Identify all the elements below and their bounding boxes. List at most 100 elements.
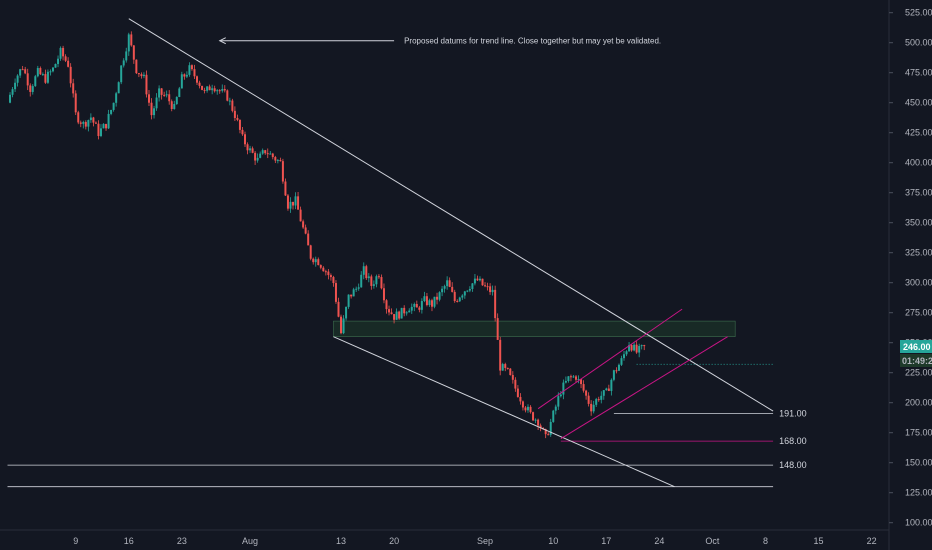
x-tick-label: Sep (477, 536, 493, 546)
candle-body (468, 288, 471, 291)
candle-body (398, 311, 401, 319)
candle-body (577, 379, 580, 381)
candle-body (420, 301, 423, 310)
candle-body (539, 425, 542, 429)
candle-body (615, 370, 618, 372)
x-tick-label: 16 (124, 536, 134, 546)
candle-body (587, 395, 590, 404)
candle-body (559, 394, 562, 397)
candle-body (269, 153, 272, 155)
candle-body (625, 351, 628, 355)
candle-body (238, 119, 241, 130)
candle-body (94, 122, 97, 124)
candle-body (585, 390, 588, 396)
candle-body (504, 364, 507, 368)
y-tick-label: 175.00 (905, 428, 932, 438)
x-tick-label: 15 (814, 536, 824, 546)
y-tick-label: 450.00 (905, 98, 932, 108)
candle-body (635, 344, 638, 353)
candle-body (201, 85, 204, 90)
candle-body (198, 82, 201, 86)
candle-body (476, 278, 479, 281)
candle-body (79, 122, 82, 124)
candle-body (347, 294, 350, 307)
candle-body (92, 117, 95, 123)
candle-body (362, 266, 365, 275)
candle-body (496, 318, 499, 340)
y-tick-label: 275.00 (905, 308, 932, 318)
candle-body (304, 227, 307, 234)
candle-body (165, 94, 168, 96)
price-axis[interactable]: 525.00 500.00 475.00 450.00 425.00 400.00 375.… (889, 8, 932, 528)
y-tick-label: 125.00 (905, 488, 932, 498)
candle-body (623, 354, 626, 359)
candle-body (630, 345, 633, 351)
candle-body (575, 376, 577, 380)
candle-body (610, 379, 613, 391)
candle-body (223, 88, 226, 91)
candle-body (127, 34, 130, 52)
candle-body (590, 403, 593, 412)
candle-body (400, 307, 403, 319)
candle-body (244, 134, 247, 145)
candle-body (206, 86, 209, 91)
candle-body (532, 412, 535, 421)
candle-body (552, 410, 555, 422)
x-tick-label: 13 (336, 536, 346, 546)
candle-body (261, 150, 264, 154)
candle-body (408, 310, 411, 313)
candle-body (516, 388, 519, 397)
candle-body (602, 390, 605, 396)
candle-body (360, 274, 363, 288)
countdown-badge (900, 354, 932, 367)
candle-body (640, 345, 643, 347)
candle-body (461, 295, 464, 298)
candle-body (115, 93, 118, 103)
level-191-label: 191.00 (779, 409, 807, 419)
candle-body (84, 122, 87, 127)
candle-body (274, 157, 277, 161)
candle-body (153, 108, 156, 116)
candle-body (562, 382, 565, 395)
candle-body (218, 90, 221, 92)
candle-body (241, 129, 244, 135)
candle-body (612, 370, 615, 380)
candle-body (357, 287, 360, 289)
candle-body (428, 300, 431, 306)
candle-body (19, 69, 22, 76)
y-tick-label: 500.00 (905, 38, 932, 48)
candle-body (410, 306, 413, 311)
candle-body (458, 297, 461, 302)
y-tick-label: 475.00 (905, 68, 932, 78)
candle-body (231, 100, 234, 111)
y-tick-label: 150.00 (905, 458, 932, 468)
candle-body (489, 286, 492, 293)
candle-body (514, 379, 517, 389)
candle-body (297, 196, 300, 210)
candle-body (342, 318, 345, 334)
candle-body (529, 406, 532, 413)
candle-body (453, 291, 456, 301)
candle-body (617, 364, 620, 371)
candle-body (99, 128, 102, 137)
candle-body (438, 292, 441, 300)
candle-body (554, 406, 557, 411)
candle-body (142, 74, 145, 77)
candle-body (190, 65, 193, 70)
candle-body (26, 73, 29, 86)
x-tick-label: 17 (601, 536, 611, 546)
candle-body (289, 201, 292, 209)
x-tick-label: 9 (73, 536, 78, 546)
time-axis[interactable]: 9 16 23 Aug 13 20 Sep 10 17 24 Oct 8 15 22 (73, 536, 876, 546)
candle-body (233, 110, 236, 118)
candle-body (271, 153, 274, 158)
candle-body (140, 74, 143, 77)
candle-body (463, 291, 466, 296)
candle-body (393, 314, 396, 320)
x-tick-label: Oct (705, 536, 720, 546)
level-168-label: 168.00 (779, 436, 807, 446)
candle-body (39, 68, 42, 75)
candle-body (519, 396, 522, 402)
candle-body (150, 102, 153, 116)
